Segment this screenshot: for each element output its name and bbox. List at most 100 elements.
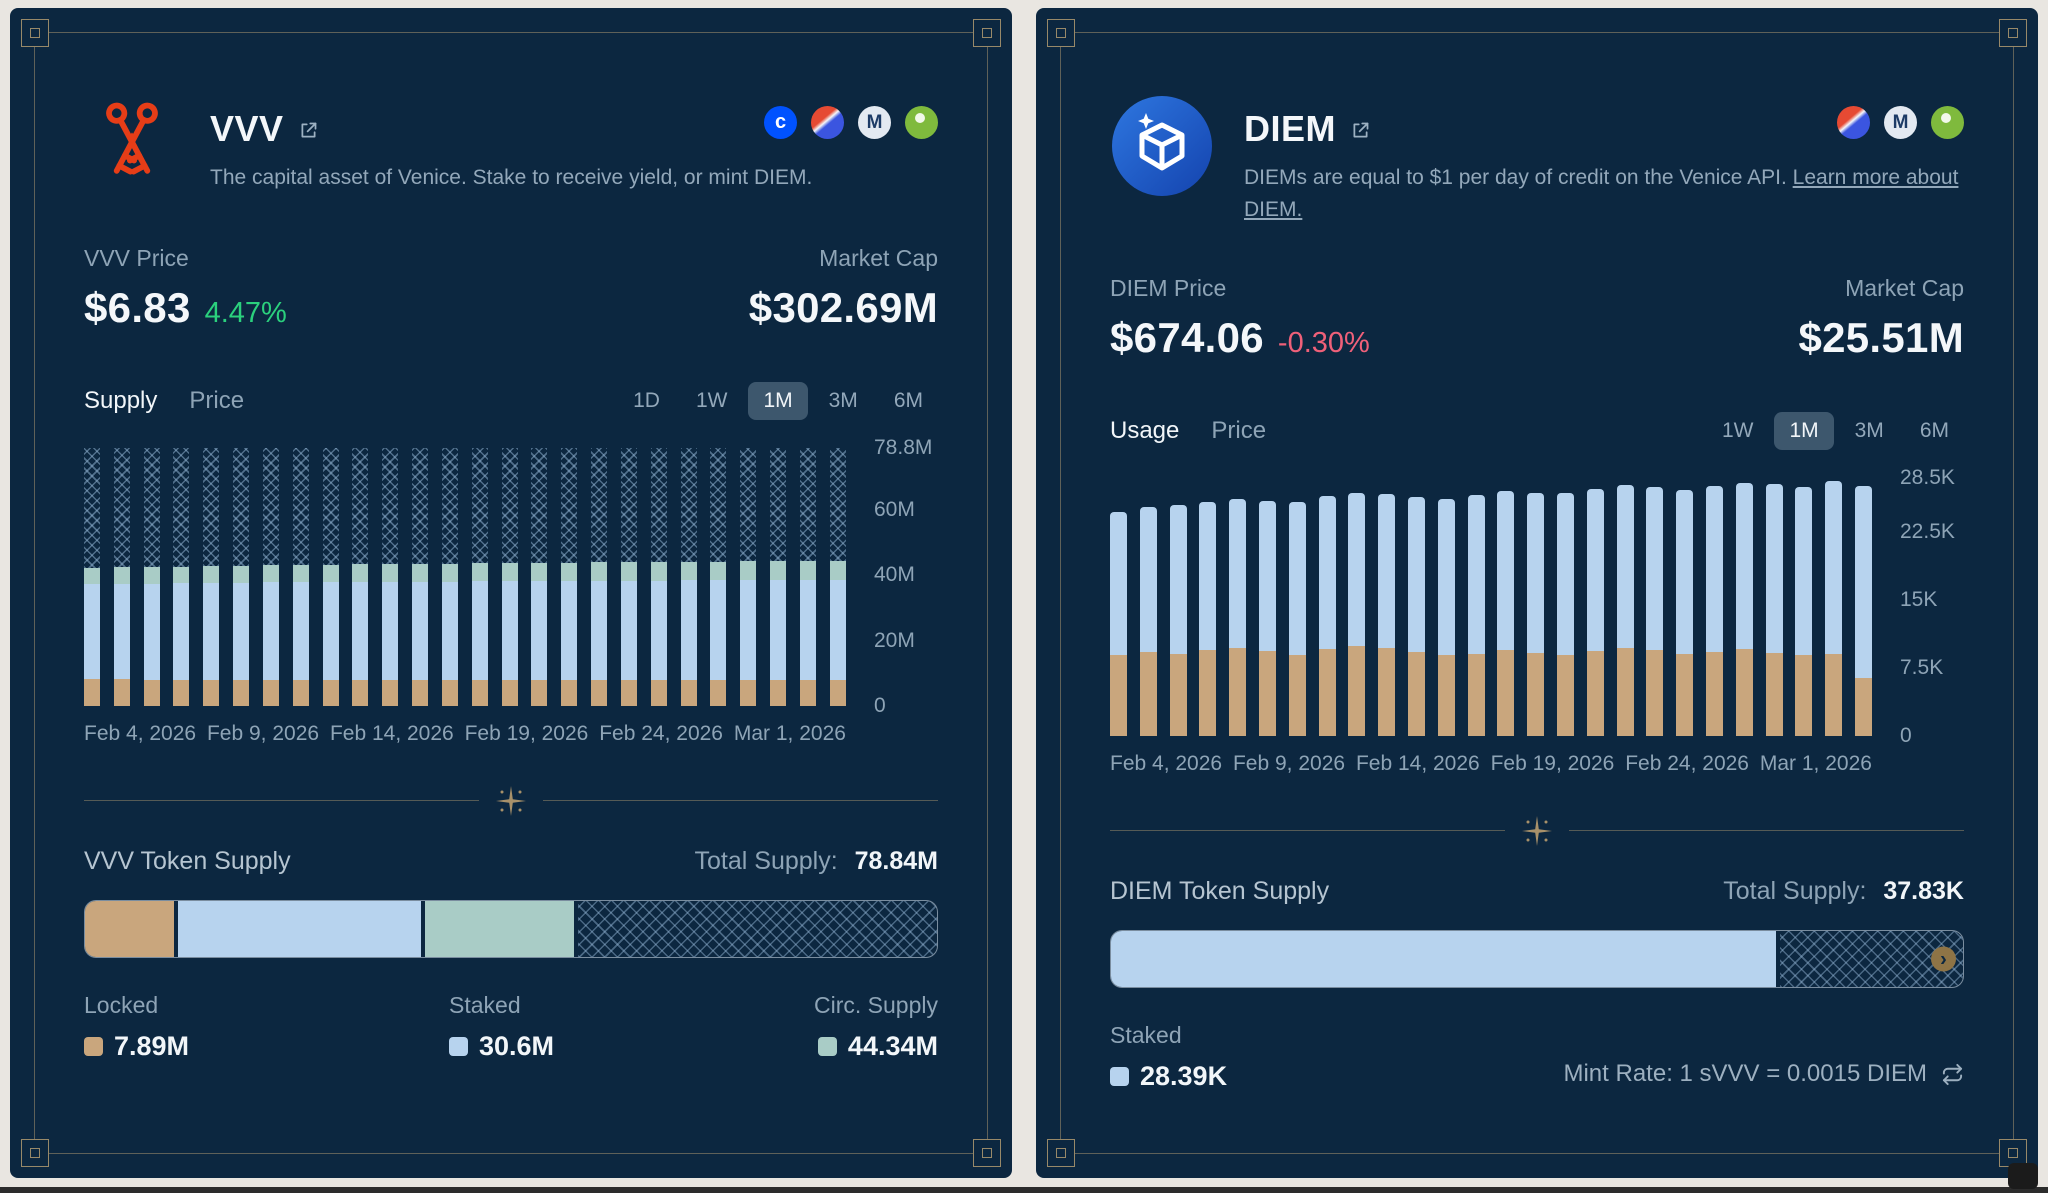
chart-bar-segment: [829, 680, 846, 706]
chart-bar[interactable]: [1527, 478, 1545, 736]
chart-bar-segment: [591, 562, 608, 581]
chart-bar[interactable]: [1735, 478, 1753, 736]
external-link-icon[interactable]: [298, 120, 319, 141]
chart-bar-segment: [203, 448, 220, 566]
chart-bar[interactable]: [1139, 478, 1157, 736]
chart-bar[interactable]: [412, 448, 429, 706]
learn-more-link[interactable]: Learn more about DIEM.: [1244, 166, 1959, 221]
chart-bar[interactable]: [113, 448, 130, 706]
chart-bar[interactable]: [620, 448, 637, 706]
chart-bar[interactable]: [203, 448, 220, 706]
chart-bar[interactable]: [1586, 478, 1604, 736]
chart-bar[interactable]: [1854, 478, 1872, 736]
supply-progress-bar[interactable]: [84, 900, 938, 958]
chart-bar[interactable]: [1556, 478, 1574, 736]
range-1m[interactable]: 1M: [748, 382, 808, 420]
chart-bar[interactable]: [262, 448, 279, 706]
chart-bar[interactable]: [1765, 478, 1783, 736]
chart-bar[interactable]: [591, 448, 608, 706]
bottom-right-widget[interactable]: [2008, 1163, 2038, 1189]
external-link-icon[interactable]: [1350, 120, 1371, 141]
chart-bar[interactable]: [740, 448, 757, 706]
chart-bar-segment: [1318, 649, 1336, 736]
coinbase-icon[interactable]: c: [764, 106, 797, 139]
chart-bar[interactable]: [1110, 478, 1127, 736]
chart-bar[interactable]: [561, 448, 578, 706]
chart-bar[interactable]: [1646, 478, 1664, 736]
chart-bar[interactable]: [173, 448, 190, 706]
chart-bar[interactable]: [471, 448, 488, 706]
chart-bar[interactable]: [1318, 478, 1336, 736]
chart-bar-segment: [412, 581, 429, 681]
chart-bar[interactable]: [1497, 478, 1515, 736]
chart-bar-segment: [1437, 655, 1455, 736]
chart-bar[interactable]: [1437, 478, 1455, 736]
tab-supply[interactable]: Supply: [84, 387, 158, 414]
supply-progress-bar[interactable]: ›: [1110, 930, 1964, 988]
range-3m[interactable]: 3M: [828, 389, 858, 412]
chart-bar[interactable]: [441, 448, 458, 706]
tab-price[interactable]: Price: [1211, 417, 1267, 444]
range-6m[interactable]: 6M: [1919, 419, 1949, 442]
chart-bar-segment: [113, 567, 130, 584]
range-1m[interactable]: 1M: [1774, 412, 1834, 450]
range-1w[interactable]: 1W: [695, 389, 728, 412]
coingecko-icon[interactable]: [1931, 106, 1964, 139]
chart-bar[interactable]: [1199, 478, 1217, 736]
chart-bar[interactable]: [501, 448, 518, 706]
chart-bar[interactable]: [1795, 478, 1813, 736]
chart-bar[interactable]: [1258, 478, 1276, 736]
chart-bar[interactable]: [1467, 478, 1485, 736]
chart-bar[interactable]: [382, 448, 399, 706]
chart-bar[interactable]: [710, 448, 727, 706]
chart-bar[interactable]: [1348, 478, 1366, 736]
chart-bar-segment: [203, 565, 220, 583]
chart-bar[interactable]: [829, 448, 846, 706]
chart-bar-segment: [740, 580, 757, 681]
chart-bar-segment: [1735, 649, 1753, 736]
tab-usage[interactable]: Usage: [1110, 417, 1180, 444]
chart-bar-segment: [799, 560, 816, 580]
coingecko-icon[interactable]: [905, 106, 938, 139]
chevron-right-icon[interactable]: ›: [1931, 946, 1956, 972]
chart-bar[interactable]: [233, 448, 250, 706]
chart-bar[interactable]: [1229, 478, 1247, 736]
chart-bar[interactable]: [531, 448, 548, 706]
chart-bar[interactable]: [680, 448, 697, 706]
chart-bar[interactable]: [1169, 478, 1187, 736]
range-1w[interactable]: 1W: [1721, 419, 1754, 442]
chart-bar-segment: [412, 680, 429, 706]
exchange-swirl-icon[interactable]: [1837, 106, 1870, 139]
chart-bar[interactable]: [650, 448, 667, 706]
coinmarketcap-icon[interactable]: M: [858, 106, 891, 139]
corner-ornament-icon: [973, 19, 1001, 47]
chart-bar[interactable]: [770, 448, 787, 706]
price-label: VVV Price: [84, 245, 189, 271]
chart-bar[interactable]: [1616, 478, 1634, 736]
chart-bar[interactable]: [143, 448, 160, 706]
range-1d[interactable]: 1D: [633, 389, 660, 412]
staked-swatch-icon: [449, 1037, 468, 1056]
chart-bar[interactable]: [84, 448, 100, 706]
coinmarketcap-icon[interactable]: M: [1884, 106, 1917, 139]
range-3m[interactable]: 3M: [1854, 419, 1884, 442]
chart-bar[interactable]: [1378, 478, 1396, 736]
tab-price[interactable]: Price: [189, 387, 245, 414]
exchange-swirl-icon[interactable]: [811, 106, 844, 139]
chart-bar[interactable]: [292, 448, 309, 706]
chart-bar-segment: [1586, 650, 1604, 736]
chart-bar[interactable]: [799, 448, 816, 706]
chart-bar[interactable]: [1676, 478, 1694, 736]
compass-ornament-icon: [479, 781, 543, 821]
chart-bar-segment: [1258, 650, 1276, 736]
supply-segment-locked: [85, 901, 175, 957]
chart-bar[interactable]: [1288, 478, 1306, 736]
chart-bar[interactable]: [1407, 478, 1425, 736]
range-6m[interactable]: 6M: [893, 389, 923, 412]
chart-bar[interactable]: [1705, 478, 1723, 736]
chart-bars: [1110, 478, 1872, 736]
chart-bar[interactable]: [352, 448, 369, 706]
chart-bar[interactable]: [1825, 478, 1843, 736]
chart-bar-segment: [1467, 495, 1485, 654]
chart-bar[interactable]: [322, 448, 339, 706]
